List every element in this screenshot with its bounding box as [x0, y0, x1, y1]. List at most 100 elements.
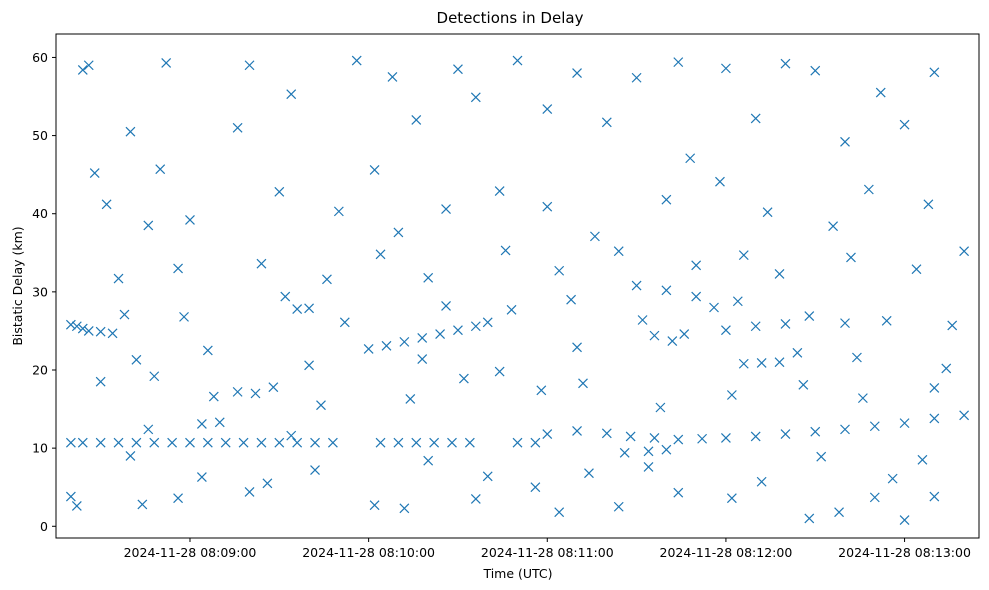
data-point [447, 437, 457, 448]
data-point [322, 274, 332, 285]
data-point [756, 358, 767, 368]
y-tick-label: 20 [32, 363, 48, 378]
data-point [929, 413, 940, 424]
data-point [274, 437, 285, 448]
data-point [542, 429, 553, 439]
data-point [292, 304, 303, 314]
x-tick-label: 2024-11-28 08:13:00 [838, 545, 971, 560]
data-point [155, 164, 166, 175]
data-point [292, 437, 303, 448]
data-point [649, 433, 660, 443]
data-point [441, 301, 451, 311]
data-point [286, 89, 297, 100]
data-point [77, 437, 88, 448]
y-tick-label: 30 [32, 284, 48, 299]
data-point [411, 437, 422, 448]
y-tick-label: 10 [32, 441, 48, 456]
data-point [411, 115, 422, 125]
data-point [774, 268, 785, 279]
data-point [589, 231, 600, 242]
data-point [810, 65, 821, 76]
data-point [572, 342, 582, 353]
data-point [339, 317, 350, 328]
data-point [649, 330, 660, 341]
data-point [720, 63, 731, 74]
data-point [947, 320, 958, 331]
data-point [941, 363, 952, 374]
data-point [828, 221, 839, 232]
data-point [453, 325, 463, 336]
data-point [173, 493, 183, 504]
data-point [423, 272, 434, 283]
data-point [494, 186, 505, 196]
data-point [71, 501, 82, 511]
data-point [512, 437, 523, 448]
data-point [726, 493, 737, 504]
data-point [810, 426, 821, 437]
data-point [405, 393, 416, 404]
data-point [65, 437, 76, 448]
y-tick-label: 0 [40, 519, 48, 534]
data-point [482, 471, 493, 482]
data-point [351, 55, 362, 66]
data-point [834, 507, 844, 518]
data-point [792, 347, 803, 358]
data-point [310, 437, 320, 448]
data-point [250, 388, 261, 399]
data-point [887, 473, 898, 484]
data-point [643, 461, 654, 472]
data-point [107, 328, 118, 339]
data-point [804, 513, 815, 524]
y-tick-label: 60 [32, 50, 48, 65]
data-point [369, 165, 380, 175]
data-point [613, 501, 624, 512]
data-point [268, 382, 279, 393]
data-point [232, 386, 243, 397]
data-point [125, 451, 136, 461]
data-point [667, 336, 678, 347]
data-point [631, 280, 642, 291]
data-point [333, 206, 344, 217]
data-point [167, 437, 178, 448]
data-point [244, 486, 255, 497]
data-point [274, 186, 285, 197]
data-point [458, 373, 469, 384]
data-point [244, 60, 255, 71]
data-point [857, 393, 868, 404]
data-point [673, 57, 684, 68]
data-point [470, 92, 481, 103]
data-point [726, 390, 737, 400]
data-point [262, 478, 273, 489]
data-point [720, 433, 731, 443]
x-axis-title: Time (UTC) [482, 566, 552, 581]
data-point [119, 309, 130, 320]
data-point [875, 87, 886, 98]
data-point [804, 311, 815, 322]
data-point [899, 418, 910, 429]
data-point [959, 410, 970, 421]
data-point [286, 430, 297, 441]
data-point [71, 321, 82, 332]
data-point [566, 294, 577, 305]
data-point [375, 249, 386, 260]
data-point [369, 500, 380, 511]
data-point [202, 437, 213, 448]
data-point [929, 383, 940, 393]
plot-area [55, 33, 980, 539]
data-point [310, 465, 320, 475]
data-point [65, 319, 76, 330]
data-point [780, 318, 791, 329]
data-points-layer [65, 55, 970, 525]
data-point [185, 437, 195, 448]
y-axis-title: Bistatic Delay (km) [10, 226, 25, 345]
data-point [780, 429, 791, 439]
data-point [554, 265, 565, 276]
data-point [304, 360, 315, 371]
data-point [738, 358, 749, 369]
data-point [417, 354, 428, 364]
data-point [756, 476, 767, 487]
data-point [578, 378, 588, 389]
data-point [637, 315, 648, 325]
data-point [441, 204, 451, 214]
